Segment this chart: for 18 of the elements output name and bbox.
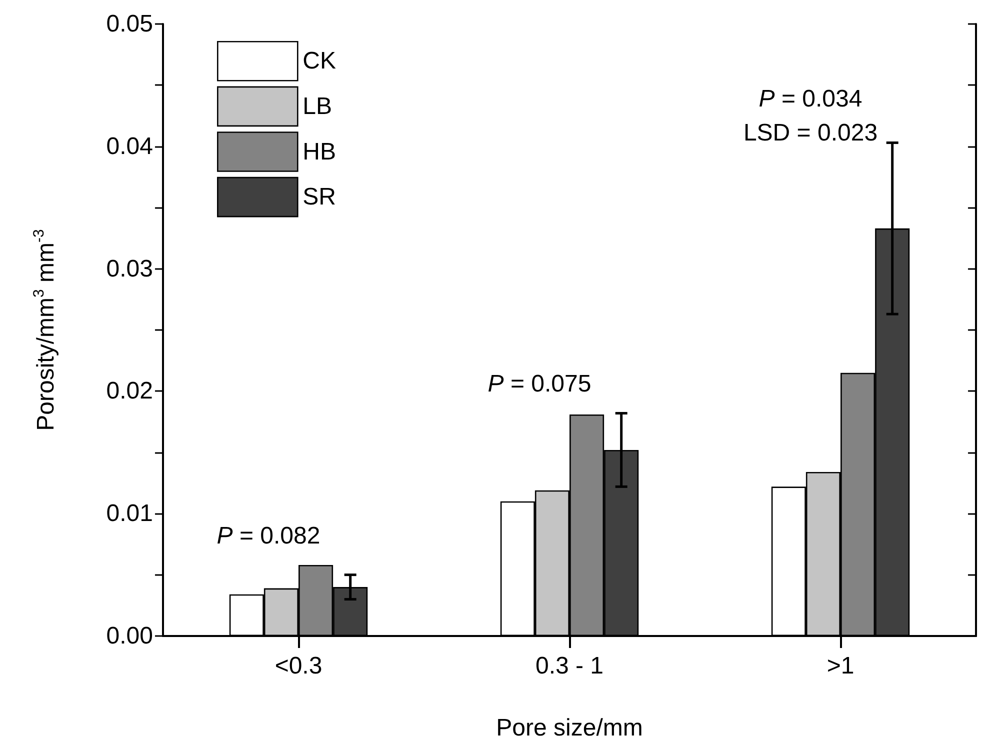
y-tick-label: 0.02 [106, 378, 153, 405]
y-tick-label: 0.00 [106, 622, 153, 650]
legend-label: HB [302, 138, 336, 166]
y-tick-label: 0.03 [106, 255, 153, 282]
y-tick-label: 0.05 [106, 10, 153, 38]
y-axis-title: Porosity/mm3 mm-3 [30, 229, 60, 431]
x-tick-label: 0.3 - 1 [535, 652, 604, 680]
x-tick-label: <0.3 [274, 652, 322, 680]
legend-label: SR [302, 184, 336, 211]
annotation: P = 0.075 [488, 370, 592, 398]
legend-label: CK [302, 48, 336, 75]
y-tick-label: 0.04 [106, 132, 153, 160]
x-tick-label: >1 [826, 652, 854, 680]
x-axis-title: Pore size/mm [496, 714, 643, 742]
annotation: P = 0.082 [216, 522, 320, 550]
y-tick-label: 0.01 [106, 500, 153, 528]
annotation: P = 0.034 LSD = 0.023 [743, 86, 878, 146]
legend-label: LB [302, 92, 332, 120]
